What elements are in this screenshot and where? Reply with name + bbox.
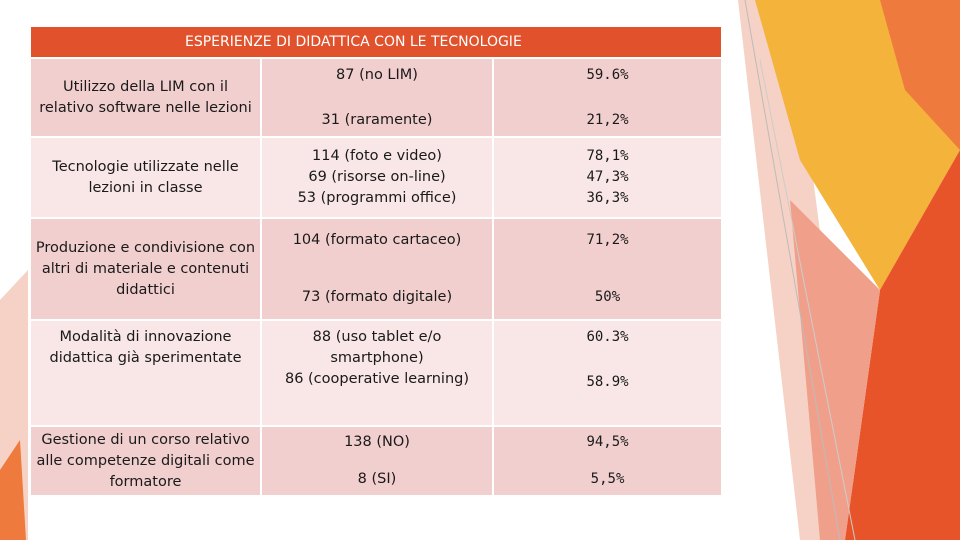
row-percents: 71,2% 50% [494,219,722,321]
row-label: Tecnologie utilizzate nelle lezioni in c… [31,138,262,219]
deco-line [744,0,841,540]
count-value: 86 (cooperative learning) [284,371,470,387]
count-value: 31 (raramente) [321,111,433,128]
deco-orange-top [880,0,960,150]
count-value: 53 (programmi office) [297,190,457,206]
percent-value: 50% [594,289,621,305]
percent-value: 94,5% [586,434,629,450]
row-percents: 78,1% 47,3% 36,3% [494,138,722,219]
percent-value: 36,3% [586,190,629,206]
percent-value: 5,5% [590,471,625,487]
row-counts: 114 (foto e video) 69 (risorse on-line) … [262,138,494,219]
table-title: ESPERIENZE DI DIDATTICA CON LE TECNOLOGI… [185,33,522,50]
row-counts: 104 (formato cartaceo) 73 (formato digit… [262,219,494,321]
count-value: 138 (NO) [344,434,410,450]
count-value: 87 (no LIM) [336,66,418,83]
experience-table: ESPERIENZE DI DIDATTICA CON LE TECNOLOGI… [31,27,722,497]
row-percents: 94,5% 5,5% [494,427,722,497]
percent-value: 47,3% [586,169,629,185]
count-value: 104 (formato cartaceo) [292,232,462,248]
row-counts: 88 (uso tablet e/o smartphone) 86 (coope… [262,321,494,427]
count-value: 69 (risorse on-line) [308,169,446,185]
count-value: 114 (foto e video) [312,148,442,164]
table-row: Gestione di un corso relativo alle compe… [31,427,722,497]
percent-value: 60.3% [586,329,629,345]
table-row: Modalità di innovazione didattica già sp… [31,321,722,427]
row-percents: 59.6% 21,2% [494,59,722,138]
percent-value: 21,2% [586,111,629,128]
count-value: 8 (SI) [357,471,397,487]
row-label: Produzione e condivisione con altri di m… [31,219,262,321]
table-row: Utilizzo della LIM con il relativo softw… [31,59,722,138]
deco-salmon-band [790,200,880,540]
percent-value: 59.6% [586,66,629,83]
percent-value: 71,2% [586,232,629,248]
table-header-row: ESPERIENZE DI DIDATTICA CON LE TECNOLOGI… [31,27,722,59]
row-label: Modalità di innovazione didattica già sp… [31,321,262,427]
count-value: 88 (uso tablet e/o smartphone) [312,329,442,366]
table-row: Tecnologie utilizzate nelle lezioni in c… [31,138,722,219]
percent-value: 58.9% [586,374,629,390]
row-label: Gestione di un corso relativo alle compe… [31,427,262,497]
table-row: Produzione e condivisione con altri di m… [31,219,722,321]
row-counts: 87 (no LIM) 31 (raramente) [262,59,494,138]
deco-line-2 [759,59,856,540]
count-value: 73 (formato digitale) [301,289,453,305]
table-header: ESPERIENZE DI DIDATTICA CON LE TECNOLOGI… [31,27,722,59]
percent-value: 78,1% [586,148,629,164]
row-label: Utilizzo della LIM con il relativo softw… [31,59,262,138]
row-percents: 60.3% 58.9% [494,321,722,427]
row-counts: 138 (NO) 8 (SI) [262,427,494,497]
deco-orange-right [845,150,960,540]
deco-left-orange [0,440,26,540]
